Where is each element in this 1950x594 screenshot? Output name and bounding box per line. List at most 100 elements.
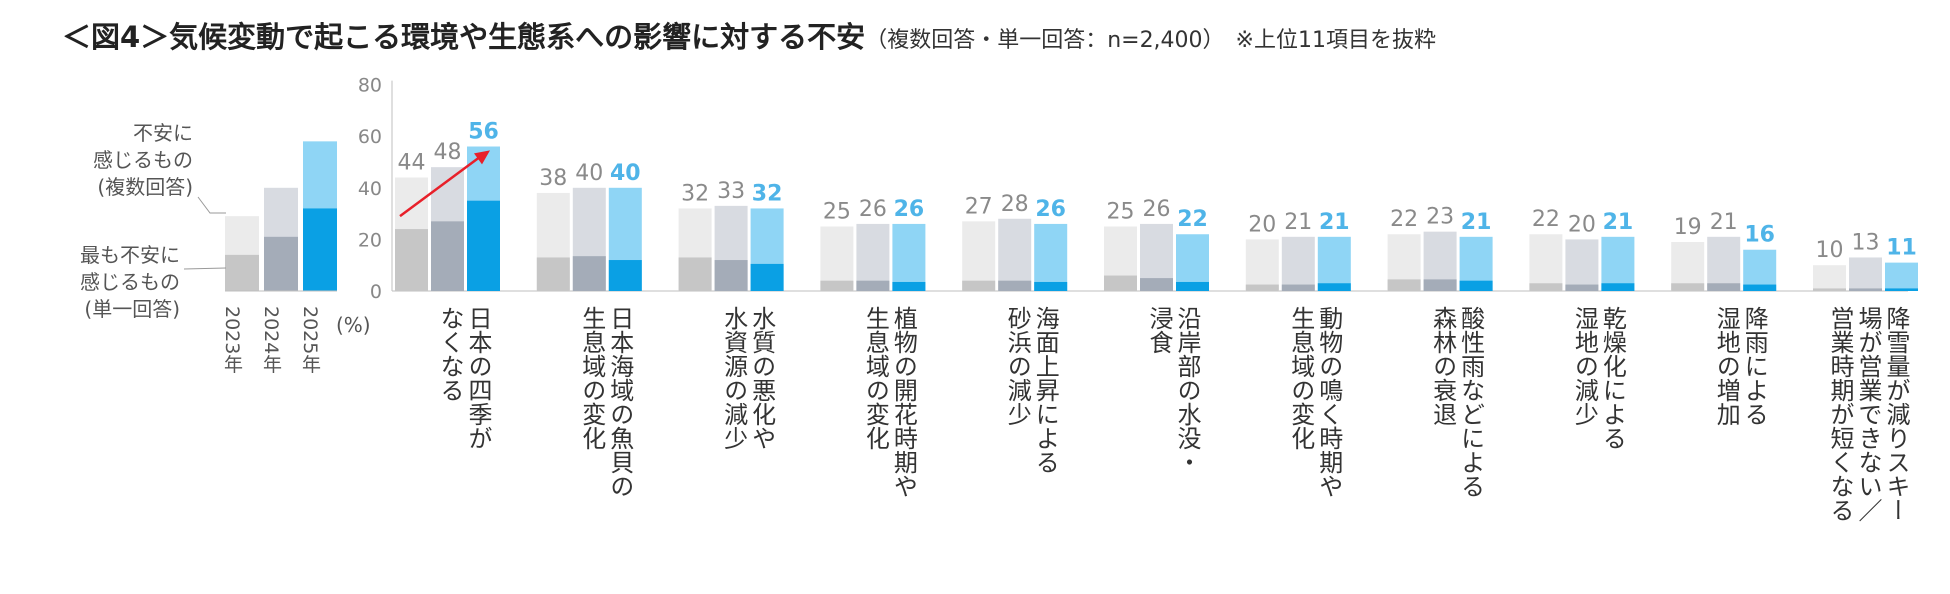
bar-single <box>431 221 464 291</box>
bar-multi <box>1671 241 1705 291</box>
bar-multi <box>856 223 890 291</box>
data-label: 26 <box>859 197 887 222</box>
category-label: 生息域の変化 <box>1287 306 1315 450</box>
bar-multi <box>820 226 854 291</box>
bar-single <box>395 229 428 291</box>
bar-single <box>536 257 570 291</box>
bar-single <box>962 280 996 291</box>
bar-multi <box>1707 236 1741 291</box>
category-label: 場が営業できない／ <box>1854 306 1882 522</box>
category-label: 日本海域の魚貝の <box>606 306 634 498</box>
bar-multi <box>1281 236 1315 291</box>
bar-single <box>750 263 784 291</box>
data-label: 40 <box>575 161 603 186</box>
legend-connector-multi <box>197 196 226 214</box>
y-tick-label: 60 <box>358 126 382 148</box>
data-label: 26 <box>894 197 925 222</box>
category-label: 湿地の減少 <box>1570 306 1598 426</box>
data-label: 33 <box>717 179 745 204</box>
data-label: 38 <box>539 166 567 191</box>
bar-single <box>714 260 748 291</box>
bar-single <box>467 200 500 291</box>
data-label: 11 <box>1886 236 1917 261</box>
data-label: 22 <box>1390 207 1418 232</box>
bar-single <box>856 280 890 291</box>
bar-multi <box>1743 249 1777 291</box>
bar-single <box>1459 280 1493 291</box>
data-label: 25 <box>823 200 851 225</box>
bar-single <box>1104 275 1137 291</box>
bar-single <box>1885 288 1918 291</box>
data-label: 32 <box>752 181 783 206</box>
bar-single <box>1743 284 1777 291</box>
legend-single-label: (単一回答) <box>84 297 180 321</box>
bar-single <box>820 280 854 291</box>
category-label: 営業時期が短くなる <box>1826 306 1854 522</box>
data-label: 16 <box>1744 223 1775 248</box>
data-label: 20 <box>1568 212 1596 237</box>
bar-multi <box>1529 234 1563 291</box>
bar-single <box>1813 288 1846 291</box>
data-label: 13 <box>1852 230 1880 255</box>
data-label: 21 <box>1461 210 1492 235</box>
bar-single <box>1034 281 1068 291</box>
legend-single-label: 感じるもの <box>80 270 180 294</box>
category-label: 水質の悪化や <box>748 306 776 450</box>
bar-single <box>1849 288 1882 291</box>
legend-multi-label: 感じるもの <box>93 148 193 172</box>
legend-multi-label: 不安に <box>133 121 193 145</box>
data-label: 21 <box>1284 210 1312 235</box>
legend-year-label: 2023年 <box>221 306 243 373</box>
data-label: 21 <box>1319 210 1350 235</box>
bar-multi <box>1317 236 1351 291</box>
bar-multi <box>1601 236 1635 291</box>
category-label: 日本の四季が <box>464 306 492 450</box>
bar-multi <box>998 218 1032 291</box>
data-label: 22 <box>1532 207 1560 232</box>
bar-multi <box>1813 265 1846 291</box>
data-label: 28 <box>1001 192 1029 217</box>
category-label: 降雪量が減りスキー <box>1882 306 1910 522</box>
bar-single <box>1387 279 1421 291</box>
category-label: 生息域の変化 <box>578 306 606 450</box>
data-label: 40 <box>610 161 641 186</box>
bar-single <box>1317 283 1351 291</box>
data-label: 25 <box>1107 200 1135 225</box>
category-label: 森林の衰退 <box>1429 306 1457 426</box>
bar-single <box>1529 283 1563 291</box>
y-tick-label: 20 <box>358 229 382 251</box>
data-label: 10 <box>1816 238 1844 263</box>
bar-single <box>892 281 926 291</box>
y-tick-label: 40 <box>358 178 382 200</box>
title-main: ＜図4＞気候変動で起こる環境や生態系への影響に対する不安 <box>62 20 866 54</box>
bar-single <box>998 280 1032 291</box>
data-label: 26 <box>1035 197 1066 222</box>
data-label: 21 <box>1710 210 1738 235</box>
category-label: 沿岸部の水没・ <box>1173 306 1201 474</box>
y-axis-unit: (%) <box>336 313 371 337</box>
bar-multi <box>1885 262 1918 291</box>
chart-title: ＜図4＞気候変動で起こる環境や生態系への影響に対する不安（複数回答・単一回答：n… <box>62 14 1436 56</box>
category-label: 降雨による <box>1740 306 1768 426</box>
category-label: 酸性雨などによる <box>1457 306 1485 498</box>
bar-multi <box>962 221 996 291</box>
bar-multi <box>1245 239 1279 291</box>
category-label: 生息域の変化 <box>861 306 889 450</box>
bar-single <box>1176 281 1209 291</box>
bar-single <box>572 256 606 291</box>
bar-single <box>1245 284 1279 291</box>
y-tick-label: 80 <box>358 75 382 97</box>
bar-single <box>1671 283 1705 291</box>
category-label: 水資源の減少 <box>720 306 748 450</box>
category-label: 動物の鳴く時期や <box>1315 306 1343 498</box>
data-label: 27 <box>965 194 993 219</box>
data-label: 56 <box>468 120 499 145</box>
bar-single <box>1281 284 1315 291</box>
bar-multi <box>892 223 926 291</box>
data-label: 44 <box>398 150 426 175</box>
category-label: 砂浜の減少 <box>1003 306 1031 426</box>
data-label: 19 <box>1674 215 1702 240</box>
data-label: 23 <box>1426 205 1454 230</box>
data-label: 48 <box>434 140 462 165</box>
